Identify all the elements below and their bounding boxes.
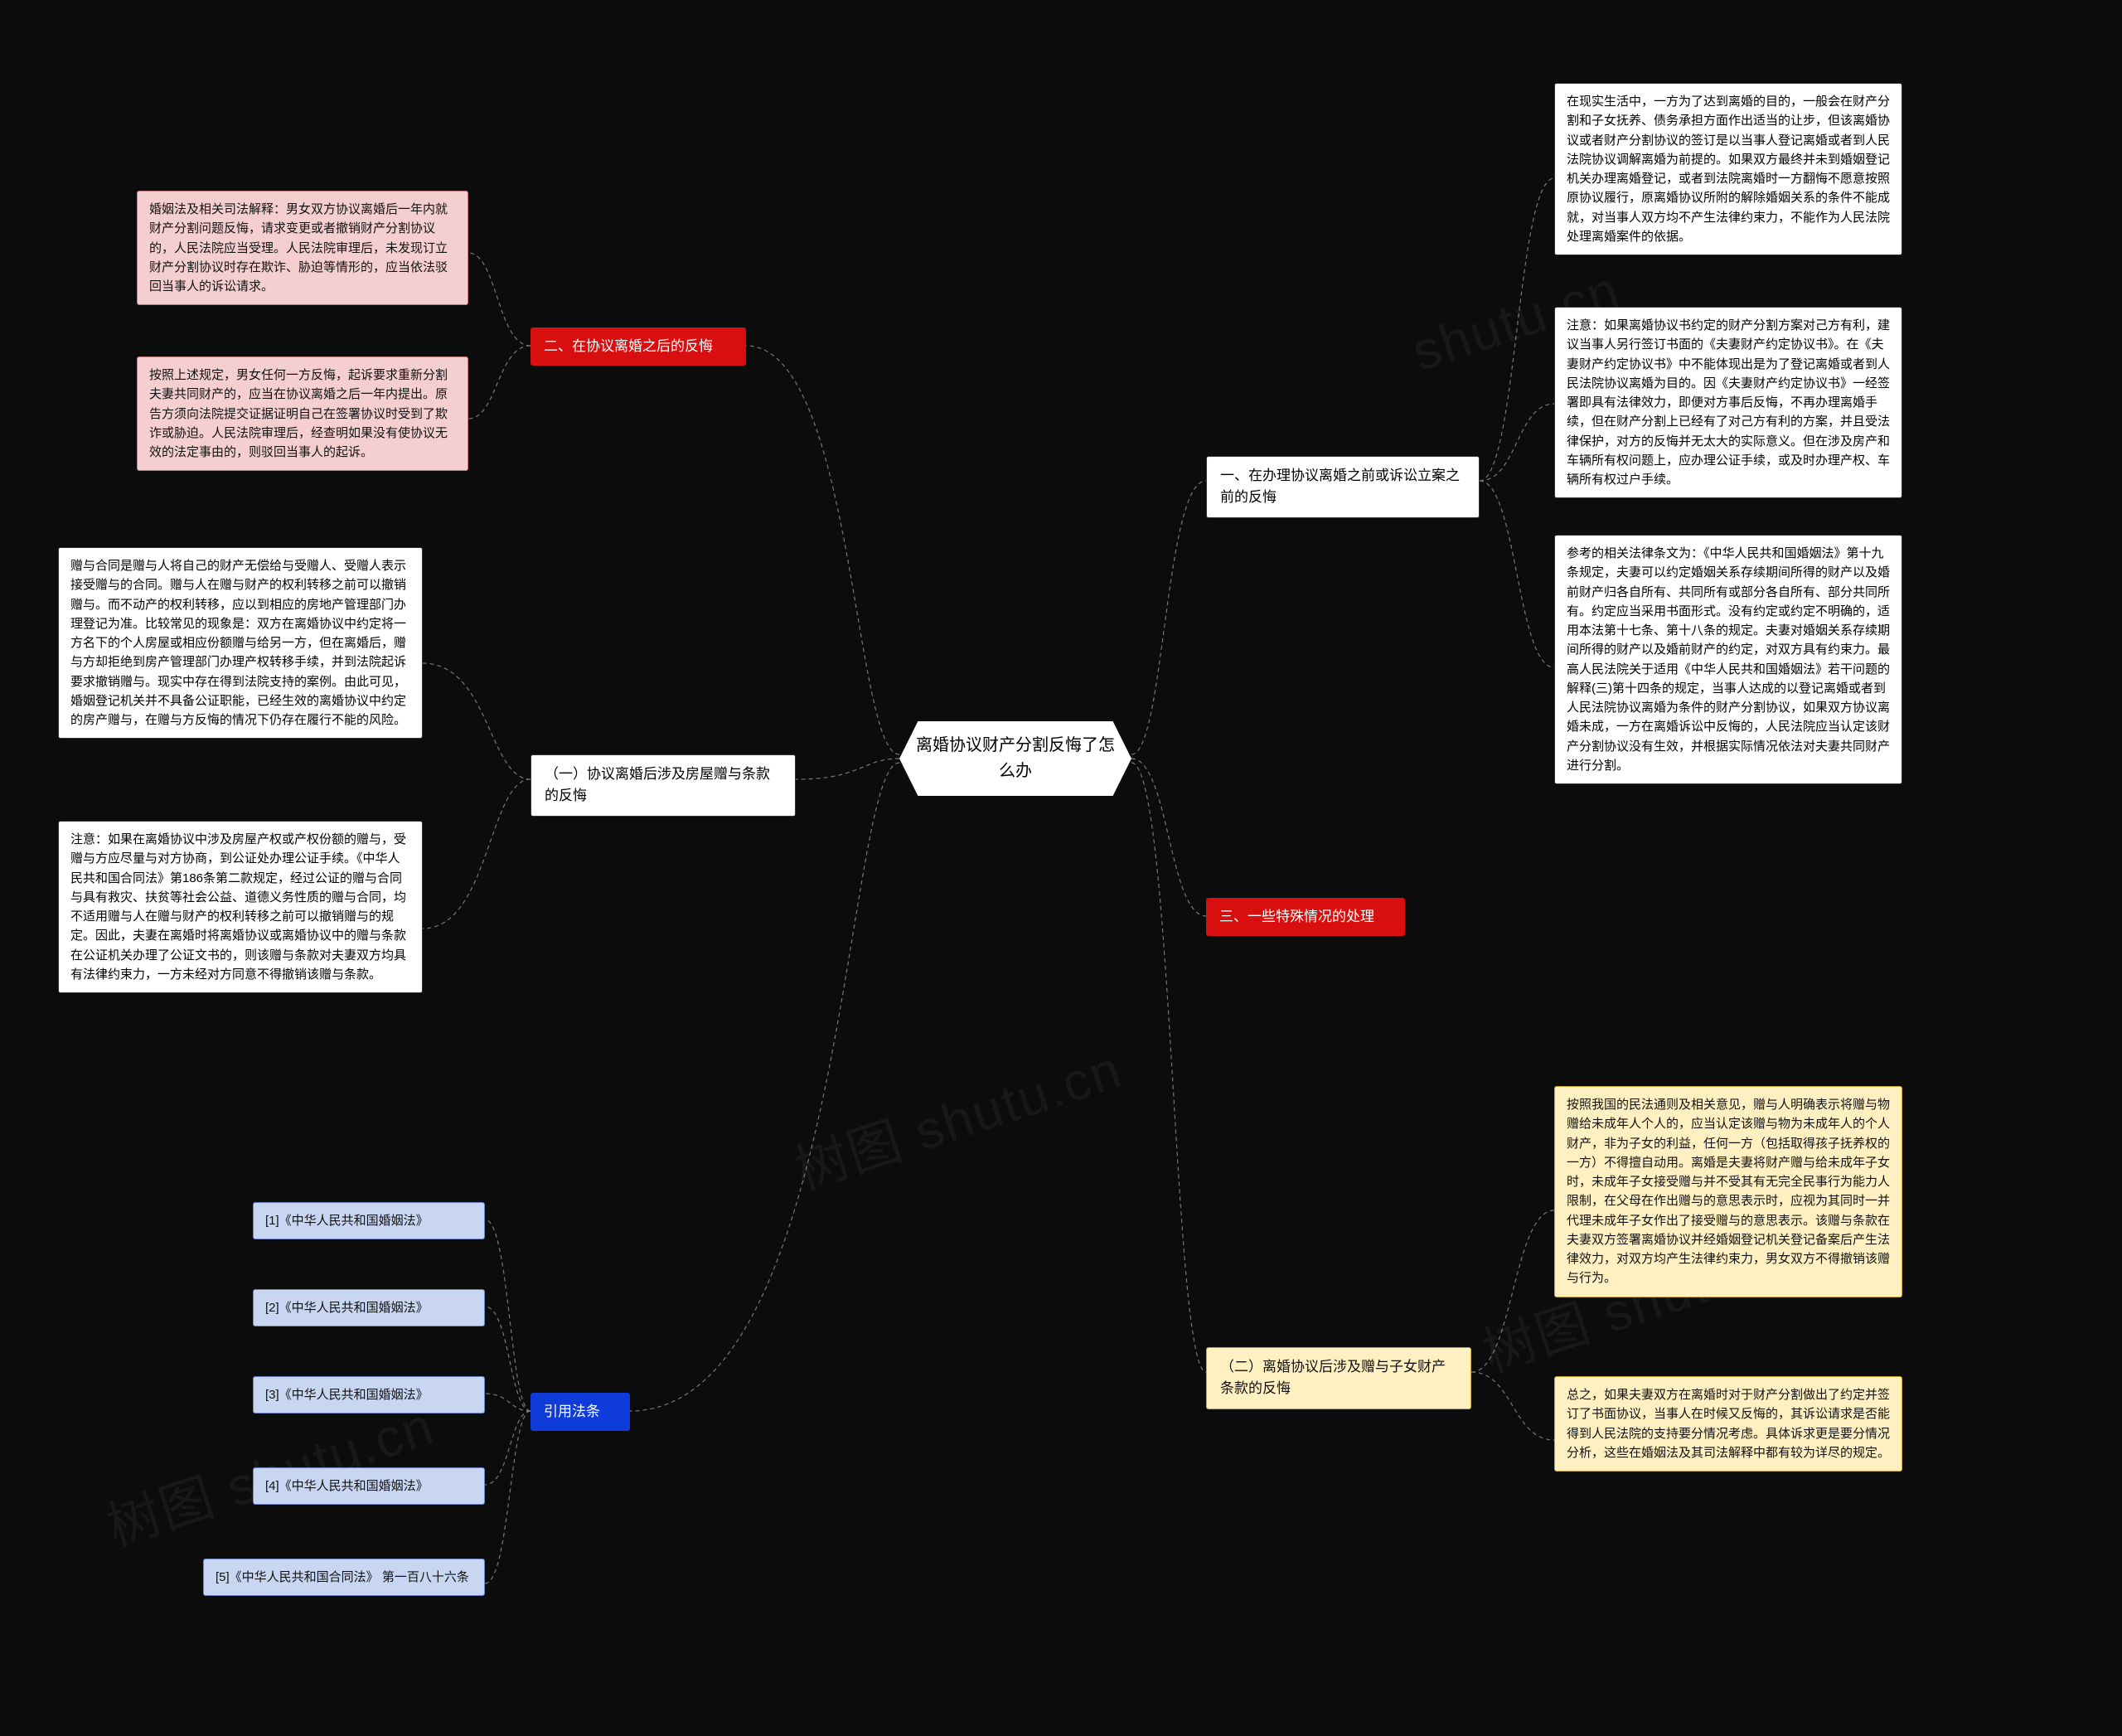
- leaf-text: [5]《中华人民共和国合同法》 第一百八十六条: [216, 1570, 469, 1584]
- branch-citations: 引用法条: [530, 1393, 630, 1431]
- leaf-text: 注意：如果在离婚协议中涉及房屋产权或产权份额的赠与，受赠与方应尽量与对方协商，到…: [70, 832, 406, 982]
- branch-label: （一）协议离婚后涉及房屋赠与条款的反悔: [545, 766, 770, 803]
- branch-before-divorce: 一、在办理协议离婚之前或诉讼立案之前的反悔: [1206, 456, 1480, 518]
- citation-item: [3]《中华人民共和国婚姻法》: [253, 1376, 485, 1414]
- root-node: 离婚协议财产分割反悔了怎么办: [899, 721, 1131, 796]
- leaf-text: 婚姻法及相关司法解释：男女双方协议离婚后一年内就财产分割问题反悔，请求变更或者撤…: [149, 202, 448, 293]
- citation-item: [2]《中华人民共和国婚姻法》: [253, 1289, 485, 1326]
- branch-label: 引用法条: [544, 1404, 600, 1419]
- leaf-node: 按照上述规定，男女任何一方反悔，起诉要求重新分割夫妻共同财产的，应当在协议离婚之…: [137, 356, 468, 471]
- leaf-text: 注意：如果离婚协议书约定的财产分割方案对己方有利，建议当事人另行签订书面的《夫妻…: [1567, 318, 1890, 487]
- citation-item: [4]《中华人民共和国婚姻法》: [253, 1467, 485, 1505]
- leaf-node: 总之，如果夫妻双方在离婚时对于财产分割做出了约定并签订了书面协议，当事人在时候又…: [1554, 1376, 1902, 1472]
- branch-label: 三、一些特殊情况的处理: [1219, 909, 1374, 924]
- leaf-node: 注意：如果在离婚协议中涉及房屋产权或产权份额的赠与，受赠与方应尽量与对方协商，到…: [58, 821, 423, 993]
- watermark: 树图 shutu.cn: [784, 1027, 1131, 1205]
- leaf-node: 参考的相关法律条文为：《中华人民共和国婚姻法》第十九条规定，夫妻可以约定婚姻关系…: [1554, 535, 1902, 784]
- branch-label: （二）离婚协议后涉及赠与子女财产条款的反悔: [1220, 1359, 1446, 1396]
- leaf-text: 按照上述规定，男女任何一方反悔，起诉要求重新分割夫妻共同财产的，应当在协议离婚之…: [149, 368, 448, 459]
- leaf-node: 赠与合同是赠与人将自己的财产无偿给与受赠人、受赠人表示接受赠与的合同。赠与人在赠…: [58, 547, 423, 739]
- branch-special-cases: 三、一些特殊情况的处理: [1206, 898, 1405, 936]
- branch-label: 一、在办理协议离婚之前或诉讼立案之前的反悔: [1220, 468, 1460, 505]
- leaf-text: 在现实生活中，一方为了达到离婚的目的，一般会在财产分割和子女抚养、债务承担方面作…: [1567, 95, 1890, 244]
- leaf-text: [1]《中华人民共和国婚姻法》: [265, 1214, 429, 1228]
- root-label: 离婚协议财产分割反悔了怎么办: [916, 736, 1115, 780]
- leaf-text: [3]《中华人民共和国婚姻法》: [265, 1388, 429, 1402]
- leaf-text: 总之，如果夫妻双方在离婚时对于财产分割做出了约定并签订了书面协议，当事人在时候又…: [1567, 1388, 1890, 1460]
- branch-label: 二、在协议离婚之后的反悔: [544, 338, 713, 354]
- leaf-node: 按照我国的民法通则及相关意见，赠与人明确表示将赠与物赠给未成年人个人的，应当认定…: [1554, 1086, 1902, 1297]
- leaf-node: 在现实生活中，一方为了达到离婚的目的，一般会在财产分割和子女抚养、债务承担方面作…: [1554, 83, 1902, 255]
- leaf-text: 赠与合同是赠与人将自己的财产无偿给与受赠人、受赠人表示接受赠与的合同。赠与人在赠…: [70, 559, 406, 727]
- citation-item: [5]《中华人民共和国合同法》 第一百八十六条: [203, 1559, 485, 1596]
- citation-item: [1]《中华人民共和国婚姻法》: [253, 1202, 485, 1239]
- leaf-text: 参考的相关法律条文为：《中华人民共和国婚姻法》第十九条规定，夫妻可以约定婚姻关系…: [1567, 546, 1890, 773]
- branch-after-agreement: 二、在协议离婚之后的反悔: [530, 327, 746, 366]
- leaf-node: 婚姻法及相关司法解释：男女双方协议离婚后一年内就财产分割问题反悔，请求变更或者撤…: [137, 191, 468, 305]
- leaf-node: 注意：如果离婚协议书约定的财产分割方案对己方有利，建议当事人另行签订书面的《夫妻…: [1554, 307, 1902, 498]
- leaf-text: [2]《中华人民共和国婚姻法》: [265, 1301, 429, 1315]
- branch-child-gift: （二）离婚协议后涉及赠与子女财产条款的反悔: [1206, 1347, 1471, 1409]
- branch-house-gift: （一）协议离婚后涉及房屋赠与条款的反悔: [530, 754, 796, 817]
- leaf-text: [4]《中华人民共和国婚姻法》: [265, 1479, 429, 1493]
- leaf-text: 按照我国的民法通则及相关意见，赠与人明确表示将赠与物赠给未成年人个人的，应当认定…: [1567, 1098, 1890, 1285]
